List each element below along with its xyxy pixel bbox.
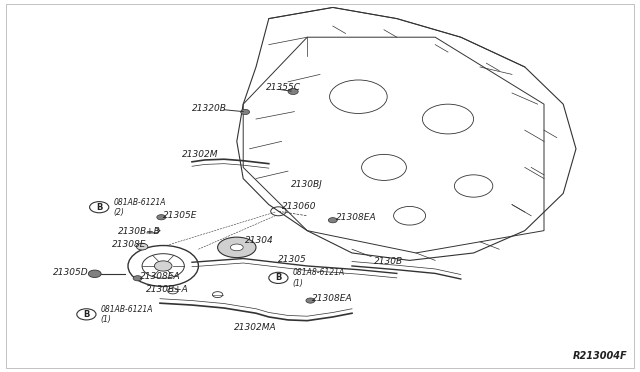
Text: 213060: 213060: [282, 202, 316, 211]
Text: B: B: [275, 273, 282, 282]
Circle shape: [328, 218, 337, 223]
Text: 21305D: 21305D: [52, 268, 88, 277]
Circle shape: [241, 109, 250, 115]
Text: 21302MA: 21302MA: [234, 323, 276, 332]
Text: 21320B: 21320B: [192, 104, 227, 113]
Circle shape: [157, 215, 166, 220]
Text: 081A8-6121A
(1): 081A8-6121A (1): [292, 268, 345, 288]
Circle shape: [288, 89, 298, 94]
Circle shape: [306, 298, 315, 303]
Text: 2130B: 2130B: [374, 257, 404, 266]
Text: B: B: [96, 203, 102, 212]
Circle shape: [154, 261, 172, 271]
Text: R213004F: R213004F: [573, 351, 627, 361]
Text: 081AB-6121A
(1): 081AB-6121A (1): [100, 305, 153, 324]
Text: 21355C: 21355C: [266, 83, 301, 92]
Text: 2130B+B: 2130B+B: [118, 227, 161, 236]
Circle shape: [88, 270, 101, 278]
Text: 21302M: 21302M: [182, 150, 219, 159]
Text: 21304: 21304: [244, 236, 273, 245]
Ellipse shape: [230, 244, 243, 251]
Ellipse shape: [218, 237, 256, 257]
Text: 21308EA: 21308EA: [140, 272, 180, 280]
Text: 2130B+A: 2130B+A: [146, 285, 189, 294]
Circle shape: [136, 243, 148, 250]
Text: 21305: 21305: [278, 255, 307, 264]
Text: 21308EA: 21308EA: [312, 294, 353, 303]
Text: 2130BJ: 2130BJ: [291, 180, 323, 189]
Text: 081AB-6121A
(2): 081AB-6121A (2): [113, 198, 166, 217]
Text: 21308E: 21308E: [112, 240, 147, 249]
Circle shape: [133, 276, 142, 281]
Text: B: B: [83, 310, 90, 319]
Text: 21308EA: 21308EA: [336, 213, 376, 222]
Text: 21305E: 21305E: [163, 211, 198, 219]
